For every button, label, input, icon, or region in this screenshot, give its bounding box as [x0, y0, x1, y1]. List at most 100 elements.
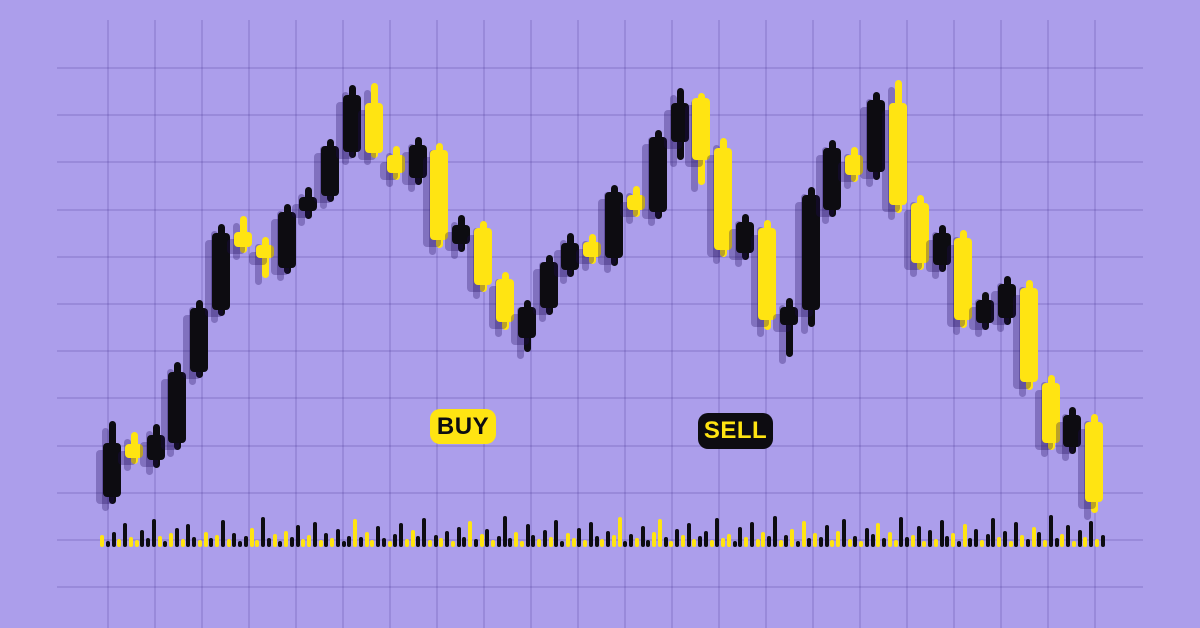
- volume-bar: [117, 539, 122, 547]
- grid-line-horizontal: [57, 445, 1143, 447]
- volume-bar: [790, 529, 794, 547]
- volume-bar: [100, 535, 104, 547]
- volume-bar: [399, 523, 403, 547]
- volume-bar: [623, 541, 628, 547]
- volume-bar: [157, 536, 162, 547]
- volume-bar: [312, 522, 317, 547]
- volume-bar: [255, 540, 260, 547]
- candlestick: [561, 243, 579, 270]
- grid-line-vertical: [342, 20, 344, 628]
- volume-bar: [284, 531, 288, 547]
- volume-bar: [588, 522, 593, 547]
- volume-bar: [772, 516, 777, 547]
- candlestick: [234, 232, 252, 247]
- volume-bar: [663, 537, 668, 547]
- volume-bar: [887, 532, 892, 547]
- candlestick: [1020, 288, 1038, 382]
- volume-bar: [174, 528, 179, 547]
- volume-bar: [922, 541, 927, 547]
- volume-bar: [1071, 541, 1076, 547]
- grid-line-horizontal: [57, 161, 1143, 163]
- volume-bar: [289, 537, 294, 547]
- volume-bar: [427, 540, 432, 547]
- volume-bar: [870, 534, 875, 547]
- volume-bar: [830, 540, 835, 547]
- volume-bar: [882, 538, 886, 547]
- volume-bar: [439, 538, 444, 547]
- grid-line-vertical: [248, 20, 250, 628]
- volume-bar: [542, 530, 547, 547]
- volume-bar: [629, 534, 633, 547]
- grid-line-vertical: [436, 20, 438, 628]
- volume-bar: [353, 519, 357, 547]
- volume-bar: [272, 534, 277, 547]
- volume-bar: [675, 529, 679, 547]
- candlestick: [867, 100, 885, 172]
- volume-bar: [985, 534, 990, 547]
- grid-line-vertical: [1000, 20, 1002, 628]
- grid-line-vertical: [1047, 20, 1049, 628]
- volume-bar: [709, 540, 714, 547]
- volume-bar: [220, 520, 225, 547]
- grid-line-vertical: [1094, 20, 1096, 628]
- volume-bar: [364, 532, 369, 547]
- volume-bar: [847, 539, 852, 547]
- volume-bar: [537, 539, 541, 547]
- grid-line-vertical: [107, 20, 109, 628]
- volume-bar: [1100, 535, 1105, 547]
- sell-label[interactable]: SELL: [698, 413, 773, 449]
- buy-label[interactable]: BUY: [430, 409, 496, 444]
- volume-bar: [508, 538, 513, 547]
- volume-bar: [128, 537, 133, 547]
- volume-bar: [324, 533, 329, 547]
- grid-line-horizontal: [57, 492, 1143, 494]
- volume-bar: [105, 541, 110, 547]
- volume-bar: [226, 539, 231, 547]
- volume-bar: [134, 540, 139, 547]
- volume-bar: [606, 531, 610, 547]
- candlestick: [1063, 415, 1081, 447]
- volume-bar: [767, 536, 771, 547]
- volume-bar: [404, 539, 409, 547]
- volume-bar: [554, 520, 559, 547]
- volume-bar: [951, 533, 955, 547]
- candlestick: [147, 435, 165, 460]
- volume-bar: [744, 537, 748, 547]
- volume-bar: [1008, 541, 1013, 547]
- volume-bar: [1037, 532, 1042, 547]
- volume-bar: [347, 536, 352, 547]
- volume-bar: [335, 529, 340, 547]
- volume-bar: [1094, 539, 1099, 547]
- volume-bar: [646, 540, 651, 547]
- volume-bar: [209, 538, 214, 547]
- volume-bar: [1060, 534, 1065, 547]
- volume-bar: [445, 531, 449, 547]
- candlestick: [518, 307, 536, 338]
- candlestick: [889, 103, 907, 205]
- volume-bar: [186, 524, 191, 547]
- candlestick: [212, 233, 230, 310]
- volume-bar: [318, 540, 323, 547]
- candlestick: [190, 308, 208, 372]
- volume-bar: [330, 538, 334, 547]
- volume-bar: [928, 530, 932, 547]
- volume-bar: [203, 532, 208, 547]
- candlestick: [911, 203, 929, 263]
- volume-bar: [657, 519, 662, 547]
- volume-bar: [611, 535, 616, 547]
- candlestick: [976, 300, 994, 323]
- volume-bar: [525, 524, 530, 547]
- volume-bar: [450, 541, 455, 547]
- volume-bar: [1077, 530, 1082, 547]
- volume-bar: [617, 517, 622, 547]
- volume-bar: [669, 541, 674, 547]
- sell-label-text: SELL: [703, 417, 768, 444]
- volume-bar: [462, 537, 467, 547]
- volume-bar: [899, 517, 904, 547]
- grid-line-vertical: [624, 20, 626, 628]
- grid-line-vertical: [154, 20, 156, 628]
- volume-bar: [491, 540, 495, 547]
- volume-bar: [956, 541, 961, 547]
- candlestick: [671, 103, 689, 142]
